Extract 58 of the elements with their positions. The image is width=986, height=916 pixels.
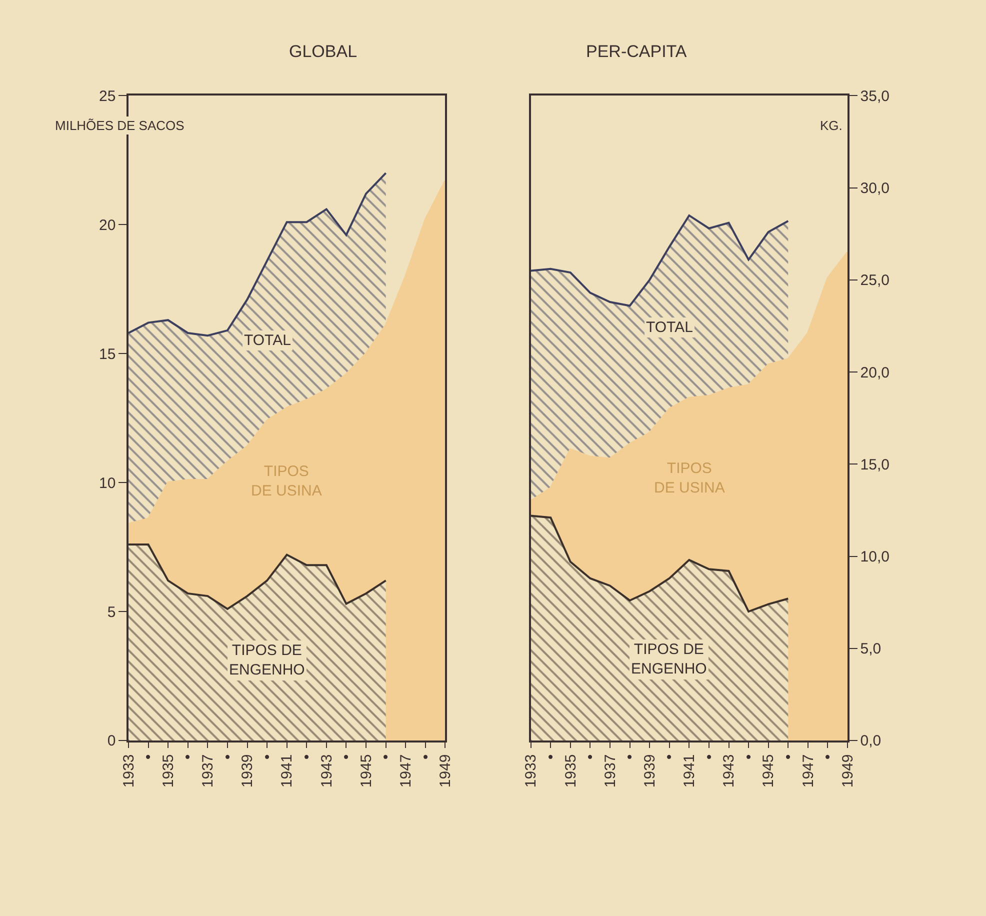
x-tick-label: •: [338, 754, 356, 760]
x-tick-label: •: [780, 754, 798, 760]
y-axis-title: MILHÕES DE SACOS: [55, 118, 185, 133]
series-label: TOTAL: [646, 319, 693, 336]
x-tick-label: 1937: [200, 754, 217, 788]
series-label: TIPOS DE ENGENHO: [631, 641, 707, 678]
y2-tick-label: 10,0: [860, 548, 890, 566]
x-tick-label: •: [219, 754, 236, 760]
y-tick-label: 15: [99, 346, 116, 363]
x-tick-label: •: [378, 754, 395, 760]
x-tick-label: •: [417, 754, 434, 760]
x-tick-label: •: [700, 754, 718, 760]
x-tick-label: 1949: [839, 754, 856, 788]
x-tick-label: 1933: [522, 754, 540, 788]
x-tick-label: 1937: [602, 754, 619, 788]
x-tick-label: •: [140, 754, 158, 760]
x-tick-label: 1935: [562, 754, 580, 788]
x-tick-label: •: [258, 754, 276, 760]
chart-title: PER-CAPITA: [586, 42, 688, 61]
y-tick-label: 25: [99, 88, 116, 105]
y-tick-label: 0: [107, 732, 116, 750]
x-tick-label: •: [820, 754, 837, 760]
x-tick-label: •: [298, 754, 316, 760]
y2-tick-label: 20,0: [860, 364, 890, 382]
x-tick-label: 1943: [318, 754, 336, 788]
y-tick-label: 10: [99, 474, 116, 492]
series-label: TOTAL: [244, 332, 291, 349]
y2-axis-title: KG.: [820, 118, 842, 133]
x-tick-label: 1949: [437, 754, 454, 788]
y2-tick-label: 15,0: [860, 456, 890, 474]
x-tick-label: 1943: [720, 754, 738, 788]
y2-tick-label: 25,0: [860, 272, 890, 290]
x-tick-label: 1941: [681, 754, 698, 788]
x-tick-label: •: [542, 754, 560, 760]
series-label: TIPOS DE ENGENHO: [229, 642, 305, 678]
x-tick-label: 1947: [397, 754, 414, 788]
x-tick-label: 1945: [760, 754, 778, 788]
y-tick-label: 5: [107, 604, 116, 621]
x-tick-label: •: [740, 754, 758, 760]
y2-tick-label: 30,0: [860, 180, 890, 198]
series-label: TIPOS DE USINA: [654, 460, 725, 496]
y2-tick-label: 35,0: [860, 88, 890, 105]
x-tick-label: •: [622, 754, 639, 760]
x-tick-label: 1935: [160, 754, 177, 788]
x-tick-label: 1941: [278, 754, 296, 788]
x-tick-label: •: [180, 754, 197, 760]
chart-title: GLOBAL: [289, 42, 358, 61]
x-tick-label: •: [661, 754, 678, 760]
series-label: TIPOS DE USINA: [251, 463, 322, 500]
x-tick-label: 1947: [800, 754, 817, 788]
x-tick-label: •: [582, 754, 600, 760]
x-tick-label: 1939: [641, 754, 658, 788]
x-tick-label: 1939: [239, 754, 256, 788]
y2-tick-label: 0,0: [860, 732, 882, 750]
y2-tick-label: 5,0: [860, 640, 882, 658]
x-tick-label: 1933: [120, 754, 138, 788]
y-tick-label: 20: [99, 216, 116, 234]
x-tick-label: 1945: [358, 754, 375, 788]
